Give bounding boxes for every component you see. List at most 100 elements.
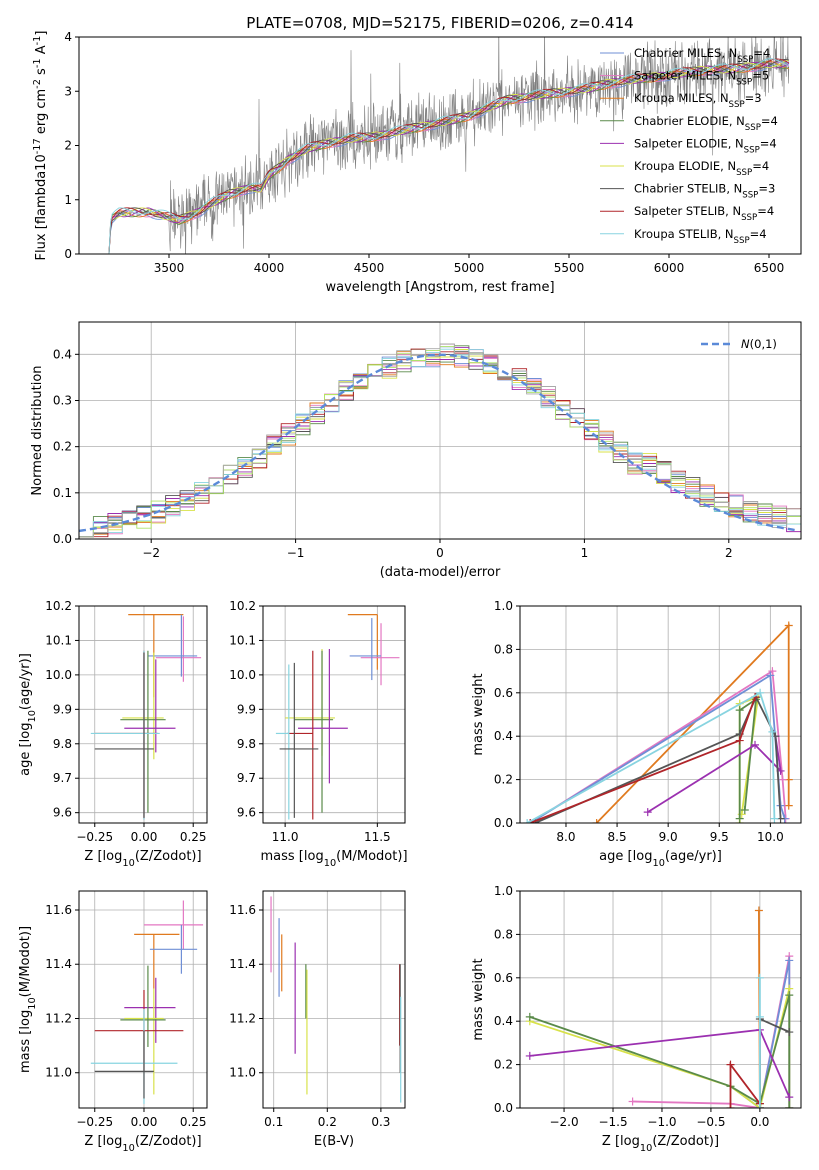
y-tick-label: 0.3	[53, 393, 72, 407]
x-axis-label: age [log10(age/yr)]	[599, 849, 722, 869]
residual-histogram	[79, 351, 801, 538]
y-tick-label: 11.2	[229, 1011, 256, 1025]
weight-marker	[755, 1104, 764, 1108]
residual-histogram	[79, 349, 801, 538]
weight-marker	[735, 736, 744, 745]
weight-marker	[784, 801, 793, 810]
y-axis-label: mass [log10(M/Modot)]	[18, 926, 38, 1073]
weight-marker	[785, 1093, 794, 1102]
weight-marker	[755, 1012, 764, 1021]
y-tick-label: 11.4	[45, 957, 72, 971]
weight-marker	[778, 775, 787, 784]
x-tick-label: 9.5	[710, 830, 729, 844]
x-tick-label: 0.2	[318, 1115, 337, 1129]
weight-marker	[785, 1028, 794, 1037]
y-tick-label: 1.0	[494, 884, 513, 898]
y-tick-label: 11.2	[45, 1011, 72, 1025]
x-axis-label: E(B-V)	[314, 1134, 354, 1149]
y-tick-label: 0.4	[53, 347, 72, 361]
legend-entry: Kroupa ELODIE, NSSP=4	[634, 159, 769, 178]
y-tick-label: 9.6	[237, 806, 256, 820]
axes-frame	[519, 605, 802, 824]
chart-mass-vs-Z: −0.25 0.00 0.25 11.0 11.2 11.4 11.6 Z [log10(Z/…	[18, 890, 208, 1154]
plot-area	[525, 906, 794, 1108]
chart-age-vs-mass: 11.0 11.5 9.6 9.7 9.8 9.9 10.0 10.1 10.2 mass [lo…	[229, 599, 407, 869]
weight-marker	[766, 671, 775, 680]
weight-marker	[785, 1104, 794, 1108]
weight-marker	[525, 1012, 534, 1021]
y-tick-label: 4	[64, 30, 72, 44]
residual-histogram	[79, 343, 801, 538]
weight-marker	[754, 906, 763, 915]
y-tick-label: 10.0	[45, 668, 72, 682]
weight-marker	[643, 808, 652, 817]
weight-line	[529, 669, 787, 823]
x-tick-label: 4500	[354, 261, 385, 275]
x-axis-label: mass [log10(M/Modot)]	[260, 849, 407, 869]
x-tick-label: 3500	[154, 261, 185, 275]
y-tick-label: 0.2	[494, 1058, 513, 1072]
x-tick-label: 11.0	[272, 830, 299, 844]
x-tick-label: 8.5	[608, 830, 627, 844]
x-tick-label: 0.00	[131, 1115, 158, 1129]
weight-marker	[755, 973, 764, 982]
weight-marker	[756, 688, 765, 697]
legend-entry: Salpeter MILES, NSSP=5	[634, 69, 769, 88]
y-axis-label: age [log10(age/yr)]	[18, 653, 38, 776]
legend-entry: Kroupa STELIB, NSSP=4	[634, 227, 767, 246]
axes-frame	[519, 890, 802, 1109]
x-tick-label: −0.5	[696, 1115, 725, 1129]
y-tick-label: 0.8	[494, 927, 513, 941]
x-tick-label: 2	[725, 546, 733, 560]
x-tick-label: −1.5	[598, 1115, 627, 1129]
x-tick-label: 0.0	[750, 1115, 769, 1129]
y-axis-label: mass weight	[471, 958, 486, 1040]
y-tick-label: 0.4	[494, 1014, 513, 1028]
x-axis-label: wavelength [Angstrom, rest frame]	[325, 280, 554, 295]
x-tick-label: −0.25	[76, 1115, 113, 1129]
weight-marker	[768, 727, 777, 736]
x-tick-label: 5000	[454, 261, 485, 275]
y-tick-label: 0.0	[53, 532, 72, 546]
weight-line	[647, 736, 782, 813]
weight-marker	[628, 1097, 637, 1106]
residual-histogram	[79, 345, 801, 538]
x-tick-label: −0.25	[76, 830, 113, 844]
model-curve	[108, 59, 790, 254]
y-tick-label: 2	[64, 139, 72, 153]
y-tick-label: 11.6	[229, 903, 256, 917]
y-tick-label: 11.4	[229, 957, 256, 971]
weight-marker	[768, 667, 777, 676]
y-tick-label: 0.6	[494, 971, 513, 985]
y-tick-label: 11.0	[229, 1066, 256, 1080]
plot-area	[79, 343, 801, 538]
chart-residuals: −2 −1 0 1 2 0.0 0.1 0.2 0.3 0.4 (data-model)/error…	[30, 321, 802, 580]
x-tick-label: 0.1	[264, 1115, 283, 1129]
weight-marker	[726, 1060, 735, 1069]
y-tick-label: 0.2	[494, 773, 513, 787]
plot-area	[275, 614, 400, 820]
x-axis-label: Z [log10(Z/Zodot)]	[84, 1134, 201, 1154]
model-curve	[108, 59, 790, 254]
plot-area	[270, 896, 402, 1103]
legend-entry: Chabrier STELIB, NSSP=3	[634, 182, 775, 201]
legend-entry: Kroupa MILES, NSSP=3	[634, 91, 762, 110]
y-tick-label: 3	[64, 84, 72, 98]
x-axis-label: (data-model)/error	[380, 565, 501, 580]
axes-frame	[78, 605, 208, 824]
x-tick-label: 11.5	[364, 830, 391, 844]
x-tick-label: 6000	[654, 261, 685, 275]
y-tick-label: 0.6	[494, 686, 513, 700]
weight-marker	[592, 819, 601, 823]
x-tick-label: 1	[581, 546, 589, 560]
legend: Chabrier MILES, NSSP=4 Salpeter MILES, NS…	[600, 46, 778, 246]
legend-entry: Salpeter STELIB, NSSP=4	[634, 204, 774, 223]
weight-marker	[726, 1104, 735, 1108]
x-tick-label: 0	[436, 546, 444, 560]
legend-entry: Salpeter ELODIE, NSSP=4	[634, 136, 777, 155]
weight-marker	[740, 805, 749, 814]
y-tick-label: 10.2	[45, 599, 72, 613]
plot-area	[90, 900, 204, 1104]
chart-mass-weight-vs-Z: −2.0 −1.5 −1.0 −0.5 0.0 0.0 0.2 0.4 0.6 0.8 1.0 Z […	[471, 884, 802, 1154]
